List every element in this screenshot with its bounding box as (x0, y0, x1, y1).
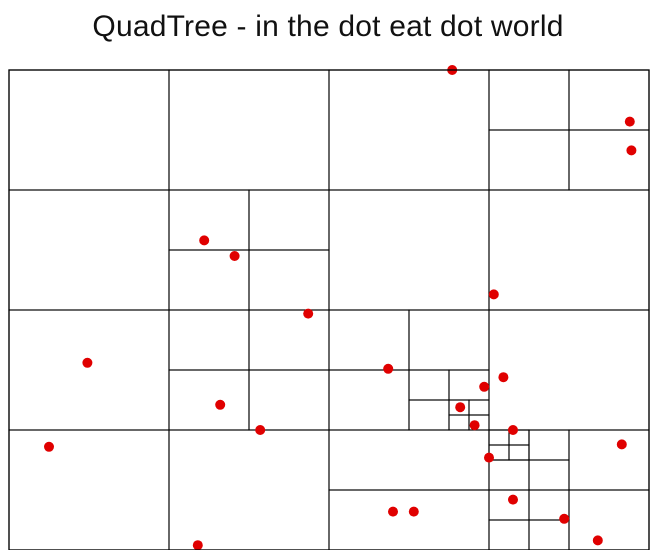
quadtree-cell (8, 69, 170, 191)
quadtree-cell (488, 309, 650, 431)
quadtree-cell (328, 489, 490, 550)
quadtree-cell (168, 69, 330, 191)
dot (488, 289, 499, 300)
dot (592, 535, 603, 546)
quadtree-cell (328, 69, 490, 191)
dot (624, 116, 635, 127)
dot (616, 439, 627, 450)
dot (469, 420, 480, 431)
quadtree-cell (568, 489, 650, 550)
dot (192, 540, 203, 550)
quadtree-cell (168, 429, 330, 550)
dot (484, 452, 494, 463)
quadtree-cell (508, 444, 530, 461)
quadtree-cell (328, 369, 410, 431)
quadtree-cells (8, 69, 650, 550)
quadtree-cell (8, 309, 170, 431)
quadtree-cell (248, 189, 330, 251)
quadtree-cell (488, 429, 510, 446)
dot (508, 494, 518, 505)
quadtree-cell (248, 249, 330, 311)
quadtree-cell (488, 129, 570, 191)
quadtree-cell (488, 189, 650, 311)
dot (479, 381, 490, 392)
dot (255, 425, 266, 435)
quadtree-cell (488, 69, 570, 131)
quadtree-cell (448, 414, 470, 431)
quadtree-cell (568, 129, 650, 191)
dot (508, 425, 518, 435)
quadtree-cell (468, 399, 490, 416)
quadtree-cell (168, 369, 250, 431)
quadtree-cell (8, 189, 170, 311)
dot (626, 145, 637, 156)
quadtree-cell (488, 519, 530, 550)
quadtree-cell (488, 459, 530, 491)
quadtree-cell (528, 459, 570, 491)
quadtree-cell (408, 399, 450, 431)
dot (82, 357, 93, 368)
quadtree-cell (328, 429, 490, 491)
quadtree-cell (328, 309, 410, 371)
world-boundary (8, 69, 650, 550)
quadtree-cell (568, 69, 650, 131)
dot (559, 513, 570, 524)
quadtree-cell (248, 309, 330, 371)
dot (388, 506, 398, 517)
dot (44, 441, 54, 452)
dot (455, 402, 466, 413)
quadtree-cell (408, 369, 450, 401)
quadtree-cell (8, 429, 170, 550)
dot (199, 235, 210, 246)
quadtree-cell (528, 519, 570, 550)
quadtree-cell (328, 189, 490, 311)
quadtree-cell (248, 369, 330, 431)
dot (229, 251, 240, 261)
quadtree-cell (528, 429, 570, 461)
dot (303, 308, 314, 319)
dot (408, 506, 419, 517)
dot (215, 399, 226, 410)
dot (498, 372, 509, 383)
quadtree-cell (408, 309, 490, 371)
dot (383, 363, 394, 374)
quadtree-cell (488, 489, 530, 521)
quadtree-dots (44, 65, 637, 550)
quadtree-cell (168, 309, 250, 371)
quadtree-cell (568, 429, 650, 491)
page-title: QuadTree - in the dot eat dot world (92, 10, 564, 43)
